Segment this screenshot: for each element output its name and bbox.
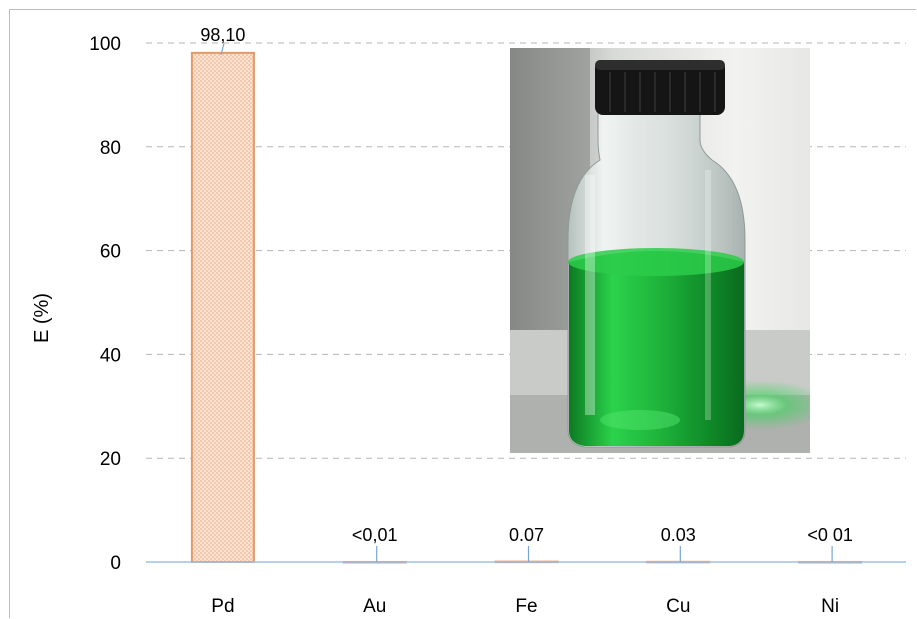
y-tick-label: 100 xyxy=(89,34,121,55)
y-tick-label: 0 xyxy=(110,553,121,574)
x-tick-label: Fe xyxy=(515,596,537,617)
y-tick-label: 60 xyxy=(100,242,121,263)
leader-line xyxy=(220,43,225,56)
x-tick-label: Cu xyxy=(666,596,690,617)
bar-pd xyxy=(190,51,255,564)
data-label-fe: 0.07 xyxy=(509,525,544,545)
data-label-ni: <0 01 xyxy=(807,525,853,545)
data-label-cu: 0.03 xyxy=(661,525,696,545)
x-axis-ticks: Pd Au Fe Cu Ni xyxy=(211,596,839,617)
data-label-pd: 98,10 xyxy=(200,25,245,45)
y-axis-title: E (%) xyxy=(31,293,53,343)
y-tick-label: 80 xyxy=(100,138,121,159)
data-labels: 98,10 <0,01 0.07 0.03 <0 01 xyxy=(200,25,853,562)
data-label-au: <0,01 xyxy=(352,525,398,545)
x-tick-label: Ni xyxy=(821,596,839,617)
x-tick-label: Au xyxy=(363,596,386,617)
chart-frame xyxy=(9,9,916,618)
y-tick-label: 40 xyxy=(100,345,121,366)
y-tick-label: 20 xyxy=(100,449,121,470)
green-solution-bottle-photo xyxy=(510,48,810,453)
y-axis-ticks: 0 20 40 60 80 100 xyxy=(89,34,121,574)
x-tick-label: Pd xyxy=(211,596,234,617)
